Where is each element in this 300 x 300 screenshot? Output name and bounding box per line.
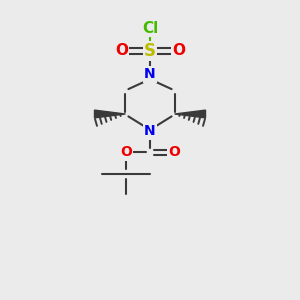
Text: N: N: [144, 68, 156, 81]
Polygon shape: [175, 110, 206, 118]
Text: O: O: [172, 44, 185, 59]
Text: Cl: Cl: [142, 21, 158, 36]
Text: O: O: [168, 146, 180, 159]
Text: O: O: [115, 44, 128, 59]
Text: S: S: [144, 42, 156, 60]
Polygon shape: [94, 110, 125, 118]
Text: N: N: [144, 124, 156, 138]
Text: O: O: [120, 146, 132, 159]
